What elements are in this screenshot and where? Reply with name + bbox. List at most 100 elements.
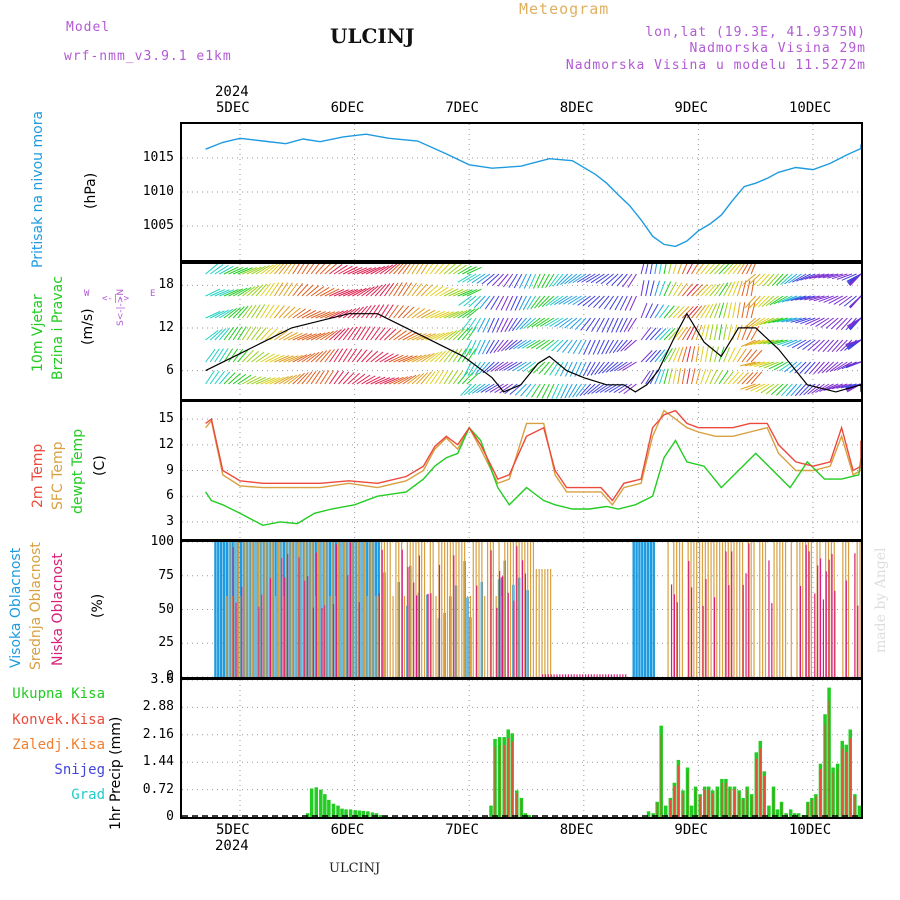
wind-barb	[641, 327, 651, 340]
convective-bar	[760, 749, 761, 818]
low-cloud-bar	[768, 560, 769, 677]
high-cloud-bar	[653, 542, 655, 677]
precip-bar	[349, 809, 353, 817]
mid-cloud-bar	[710, 542, 711, 677]
convective-bar	[729, 790, 730, 817]
mid-cloud-bar	[719, 542, 720, 677]
wind-barb	[602, 340, 609, 354]
low-cloud-bar	[820, 558, 821, 677]
wind-barb	[339, 349, 348, 362]
mid-cloud-bar	[811, 542, 812, 677]
mid-cloud-bar	[421, 542, 422, 677]
convective-bar	[725, 783, 726, 817]
convective-bar	[700, 796, 701, 817]
credit-watermark: made by Angel	[873, 548, 889, 654]
mid-cloud-bar	[791, 542, 792, 677]
mid-cloud-bar	[539, 569, 540, 677]
wind-barb	[705, 304, 713, 318]
wind-barb	[265, 305, 274, 318]
wind-barb	[407, 283, 416, 296]
mid-cloud-bar	[266, 542, 267, 677]
mid-cloud-bar	[444, 542, 445, 677]
wind-barb	[805, 362, 816, 374]
wind-barb	[650, 280, 654, 296]
wind-barb	[612, 274, 623, 285]
wind-barb	[453, 371, 463, 384]
low-cloud-bar	[313, 608, 314, 677]
cloud-label-mid: Srednja Oblacnost	[28, 542, 44, 670]
precip-bar	[858, 806, 861, 817]
convective-bar	[854, 796, 855, 817]
wind-barb	[515, 384, 526, 395]
wind-barb	[669, 264, 673, 274]
mid-cloud-bar	[473, 542, 474, 677]
wind-barb	[394, 305, 404, 318]
wind-barb	[586, 318, 595, 331]
mid-cloud-bar	[375, 596, 376, 677]
wind-barb	[786, 384, 797, 396]
convective-bar	[825, 725, 826, 817]
wind-barb	[606, 340, 614, 354]
wind-barb	[692, 284, 703, 296]
low-cloud-bar	[299, 557, 300, 677]
mid-cloud-bar	[370, 542, 371, 677]
wind-barb	[724, 302, 728, 318]
mid-cloud-bar	[470, 596, 471, 677]
wind-barb	[361, 350, 372, 362]
pressure-chart	[182, 124, 861, 260]
wind-barb	[751, 350, 762, 362]
convective-bar	[708, 790, 709, 817]
wind-label-1: 10m Vjetar	[30, 294, 46, 372]
mid-cloud-bar	[751, 542, 752, 677]
wind-barb	[279, 306, 290, 318]
precip-bar	[332, 804, 336, 817]
wind-barb	[380, 328, 391, 340]
wind-barb	[348, 349, 357, 362]
low-cloud-bar	[677, 602, 678, 677]
wind-barb	[714, 324, 717, 340]
mid-cloud-bar	[292, 542, 293, 677]
wind-barb	[421, 285, 432, 296]
x-tick-label: 9DEC	[674, 822, 708, 838]
mid-cloud-bar	[327, 542, 328, 677]
y-tick-label: 12	[128, 437, 174, 452]
low-cloud-bar	[270, 578, 271, 677]
wind-barb	[242, 327, 251, 340]
mid-cloud-bar	[487, 542, 488, 677]
low-cloud-bar	[596, 674, 597, 677]
low-cloud-bar	[379, 593, 380, 677]
mid-cloud-bar	[693, 542, 694, 677]
mid-cloud-bar	[392, 596, 393, 677]
wind-barb	[719, 371, 728, 384]
mid-cloud-bar	[229, 542, 230, 677]
y-tick-label: 25	[128, 635, 174, 650]
wind-barb	[343, 349, 352, 362]
x-tick-label: 9DEC	[674, 100, 708, 116]
wind-barb	[719, 324, 722, 340]
low-cloud-bar	[542, 674, 543, 677]
wind-barb	[628, 318, 637, 331]
mid-cloud-bar	[364, 542, 365, 677]
wind-barb	[229, 327, 238, 340]
mid-cloud-bar	[547, 569, 548, 677]
low-cloud-bar	[823, 599, 824, 677]
convective-bar	[678, 766, 679, 817]
wind-barb	[233, 327, 242, 340]
wind-barb	[593, 296, 604, 308]
wind-barb	[403, 283, 412, 296]
wind-barb	[210, 349, 219, 362]
wind-barb	[519, 296, 526, 310]
convective-bar	[850, 738, 851, 817]
y-tick-label: 0.72	[128, 782, 174, 797]
temp-sfc-line	[206, 411, 861, 505]
wind-barb	[398, 306, 409, 318]
wind-barb	[501, 318, 508, 332]
wind-barb	[569, 384, 577, 398]
mid-cloud-bar	[699, 542, 700, 677]
x-tick-label: 8DEC	[560, 100, 594, 116]
mid-cloud-bar	[736, 542, 737, 677]
mid-cloud-bar	[667, 542, 668, 677]
wind-barb	[270, 283, 279, 296]
mid-cloud-bar	[802, 542, 803, 677]
pressure-unit: (hPa)	[83, 173, 99, 209]
